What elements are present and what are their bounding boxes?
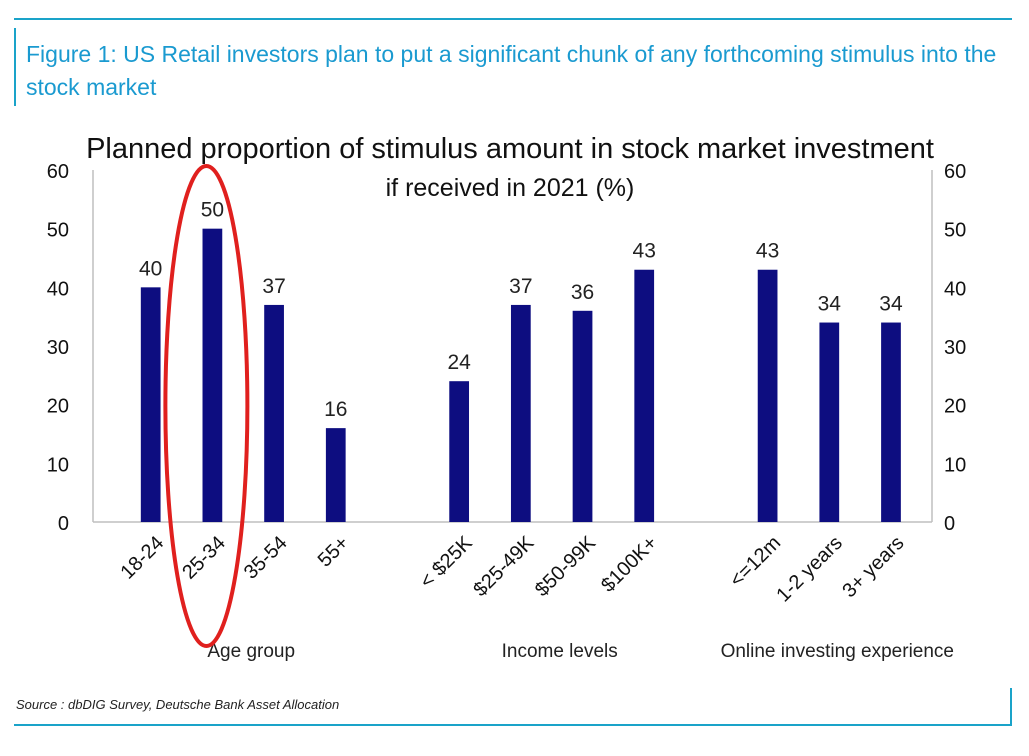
bar-1-2 years xyxy=(819,322,840,522)
bar-$100K+ xyxy=(634,269,655,522)
bar-35-54 xyxy=(264,304,284,522)
data-label-18-24: 40 xyxy=(139,257,162,280)
y-tick-right-3: 30 xyxy=(944,337,966,359)
figure-title: Figure 1: US Retail investors plan to pu… xyxy=(26,41,997,100)
y-tick-right-0: 0 xyxy=(944,513,955,535)
y-tick-left-3: 30 xyxy=(47,337,69,359)
bar-18-24 xyxy=(140,287,161,522)
x-tick-18-24: 18-24 xyxy=(116,532,168,584)
bar-$25-49K xyxy=(510,304,531,522)
data-label-$25-49K: 37 xyxy=(509,275,532,298)
data-label-35-54: 37 xyxy=(262,275,285,298)
data-label-$100K+: 43 xyxy=(633,240,656,263)
data-label-55+: 16 xyxy=(324,398,347,421)
x-tick-< $25K: < $25K xyxy=(416,532,477,593)
bar-$50-99K xyxy=(572,310,593,522)
group-label-1: Income levels xyxy=(502,641,618,662)
x-tick-$25-49K: $25-49K xyxy=(469,532,538,601)
data-label-<=12m: 43 xyxy=(756,240,779,263)
title-side-rule xyxy=(14,28,16,106)
x-tick-55+: 55+ xyxy=(314,532,354,572)
y-tick-left-1: 10 xyxy=(47,454,69,476)
y-tick-left-6: 60 xyxy=(47,161,69,183)
x-tick-<=12m: <=12m xyxy=(726,532,786,592)
x-tick-$50-99K: $50-99K xyxy=(531,532,600,601)
bar-< $25K xyxy=(449,381,470,522)
data-label-$50-99K: 36 xyxy=(571,281,594,304)
group-label-2: Online investing experience xyxy=(721,641,954,662)
bar-55+ xyxy=(325,428,346,522)
y-tick-right-2: 20 xyxy=(944,396,966,418)
y-tick-left-0: 0 xyxy=(58,513,69,535)
y-tick-right-4: 40 xyxy=(944,278,966,300)
bottom-side-rule xyxy=(1010,688,1012,726)
data-label-25-34: 50 xyxy=(201,199,224,222)
bar-chart: Planned proportion of stimulus amount in… xyxy=(47,133,967,662)
x-tick-35-54: 35-54 xyxy=(240,532,292,584)
bottom-rule xyxy=(14,724,1012,726)
chart-title: Planned proportion of stimulus amount in… xyxy=(86,133,934,165)
data-label-1-2 years: 34 xyxy=(818,293,842,316)
y-tick-left-2: 20 xyxy=(47,396,69,418)
x-tick-1-2 years: 1-2 years xyxy=(772,532,847,607)
bar-3+ years xyxy=(881,322,901,522)
chart-subtitle: if received in 2021 (%) xyxy=(386,174,635,202)
y-tick-right-6: 60 xyxy=(944,161,966,183)
bar-<=12m xyxy=(757,269,778,522)
top-rule xyxy=(14,18,1012,20)
y-tick-left-5: 50 xyxy=(47,220,69,242)
y-tick-right-5: 50 xyxy=(944,220,966,242)
x-tick-3+ years: 3+ years xyxy=(838,532,908,602)
group-label-0: Age group xyxy=(207,641,295,662)
data-label-< $25K: 24 xyxy=(447,351,471,374)
y-tick-right-1: 10 xyxy=(944,454,966,476)
source-note: Source : dbDIG Survey, Deutsche Bank Ass… xyxy=(16,697,340,712)
highlight-ellipse xyxy=(163,164,250,648)
x-tick-$100K+: $100K+ xyxy=(597,532,662,597)
y-tick-left-4: 40 xyxy=(47,278,69,300)
data-label-3+ years: 34 xyxy=(879,293,903,316)
x-tick-25-34: 25-34 xyxy=(178,532,230,584)
bar-25-34 xyxy=(202,228,223,522)
